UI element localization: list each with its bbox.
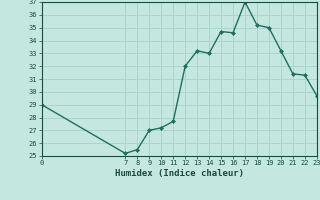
X-axis label: Humidex (Indice chaleur): Humidex (Indice chaleur) [115, 169, 244, 178]
